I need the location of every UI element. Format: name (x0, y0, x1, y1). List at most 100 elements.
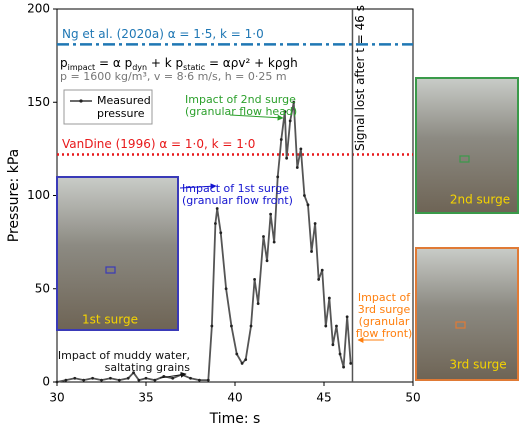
pressure-point (299, 147, 303, 151)
pressure-point (109, 376, 112, 380)
pressure-point (269, 212, 272, 216)
formula-part: impact (68, 63, 96, 72)
x-tick-label: 45 (316, 391, 331, 405)
pressure-point (285, 156, 289, 160)
pressure-point (303, 194, 306, 197)
y-tick-label: 100 (27, 188, 50, 202)
pressure-point (82, 378, 86, 382)
formula-part: = α p (95, 56, 132, 70)
legend-point (79, 99, 83, 103)
inset-label: 3rd surge (449, 358, 506, 372)
pressure-point (214, 222, 217, 225)
annotation: (granular (359, 315, 410, 328)
pressure-point (153, 378, 157, 382)
y-tick-label: 50 (35, 281, 50, 295)
annotation: saltating grains (105, 361, 191, 374)
annotation-arrow (179, 183, 217, 190)
pressure-point (240, 361, 244, 365)
legend-box (63, 89, 153, 125)
formula-part: = αρv² + kρgh (205, 56, 298, 70)
pressure-point (331, 343, 335, 347)
pressure-point (349, 361, 353, 365)
annotation: Impact of 2nd surge (185, 93, 296, 106)
x-tick-label: 40 (227, 391, 242, 405)
pressure-point (313, 222, 317, 225)
pressure-point (279, 138, 283, 141)
x-tick-label: 30 (49, 391, 64, 405)
pressure-point (224, 287, 228, 291)
inset-marker (459, 155, 470, 163)
inset-label: 1st surge (82, 313, 138, 327)
pressure-point (276, 175, 280, 179)
formula-part: p (60, 56, 68, 70)
pressure-point (249, 324, 253, 328)
pressure-point (265, 259, 269, 263)
legend-label-line: pressure (97, 107, 145, 120)
pressure-point (306, 203, 310, 207)
inset-label: 2nd surge (450, 193, 510, 207)
signal-lost-label: Signal lost after t = 46 s (353, 5, 367, 151)
pressure-point (292, 100, 296, 104)
pressure-point (73, 376, 77, 380)
y-tick-label: 0 (42, 375, 50, 389)
annotation: Impact of (358, 291, 411, 304)
pressure-point (256, 302, 260, 306)
y-tick-label: 150 (27, 95, 50, 109)
pressure-point (210, 324, 214, 328)
pressure-point (327, 296, 331, 300)
pressure-point (335, 324, 338, 328)
pressure-point (126, 376, 130, 380)
pressure-point (288, 119, 292, 123)
pressure-point (295, 166, 299, 169)
pressure-point (283, 110, 287, 113)
pressure-point (117, 378, 121, 382)
annotation-arrow (159, 371, 187, 379)
pressure-point (91, 376, 94, 380)
formula-part: dyn (132, 63, 147, 72)
annotation: (granular flow head) (185, 105, 297, 118)
inset-photo (415, 77, 519, 214)
pressure-point (137, 378, 141, 382)
formula-part: static (183, 63, 205, 72)
annotation: 3rd surge (358, 303, 411, 316)
pressure-point (171, 376, 175, 380)
pressure-point (100, 378, 103, 382)
formula: pimpact = α pdyn + k pstatic = αρv² + kρ… (60, 56, 298, 73)
pressure-point (324, 324, 328, 328)
pressure-point (230, 324, 233, 328)
pressure-point (206, 378, 210, 382)
pressure-point (345, 315, 349, 319)
pressure-point (144, 376, 148, 380)
y-tick-label: 200 (27, 2, 50, 16)
pressure-point (338, 352, 342, 356)
formula-part: + k p (147, 56, 183, 70)
annotation-arrow (229, 114, 284, 121)
pressure-point (55, 380, 59, 384)
inset-photo (415, 247, 519, 381)
pressure-point (132, 371, 135, 375)
pressure-point (219, 231, 223, 235)
inset-photo (56, 176, 179, 331)
legend-label: Measured pressure (97, 94, 151, 120)
x-tick-label: 50 (405, 391, 420, 405)
x-tick-label: 35 (138, 391, 153, 405)
x-axis-title: Time: s (209, 411, 261, 427)
pressure-point (253, 278, 256, 281)
annotation: Impact of 1st surge (182, 182, 289, 195)
pressure-point (262, 235, 265, 238)
reference-label: Ng et al. (2020a) α = 1·5, k = 1·0 (62, 27, 264, 41)
reference-label: VanDine (1996) α = 1·0, k = 1·0 (62, 137, 255, 151)
pressure-point (310, 250, 313, 253)
pressure-point (215, 207, 219, 210)
parameters: p = 1600 kg/m³, v = 8·6 m/s, h = 0·25 m (60, 70, 287, 83)
pressure-point (189, 376, 192, 380)
pressure-point (342, 365, 345, 369)
annotation: (granular flow front) (182, 194, 293, 207)
pressure-point (198, 378, 201, 382)
y-axis-title: Pressure: kPa (6, 149, 22, 242)
pressure-point (272, 240, 276, 244)
pressure-point (64, 378, 68, 382)
inset-marker (455, 321, 466, 329)
legend-label-line: Measured (97, 94, 151, 107)
